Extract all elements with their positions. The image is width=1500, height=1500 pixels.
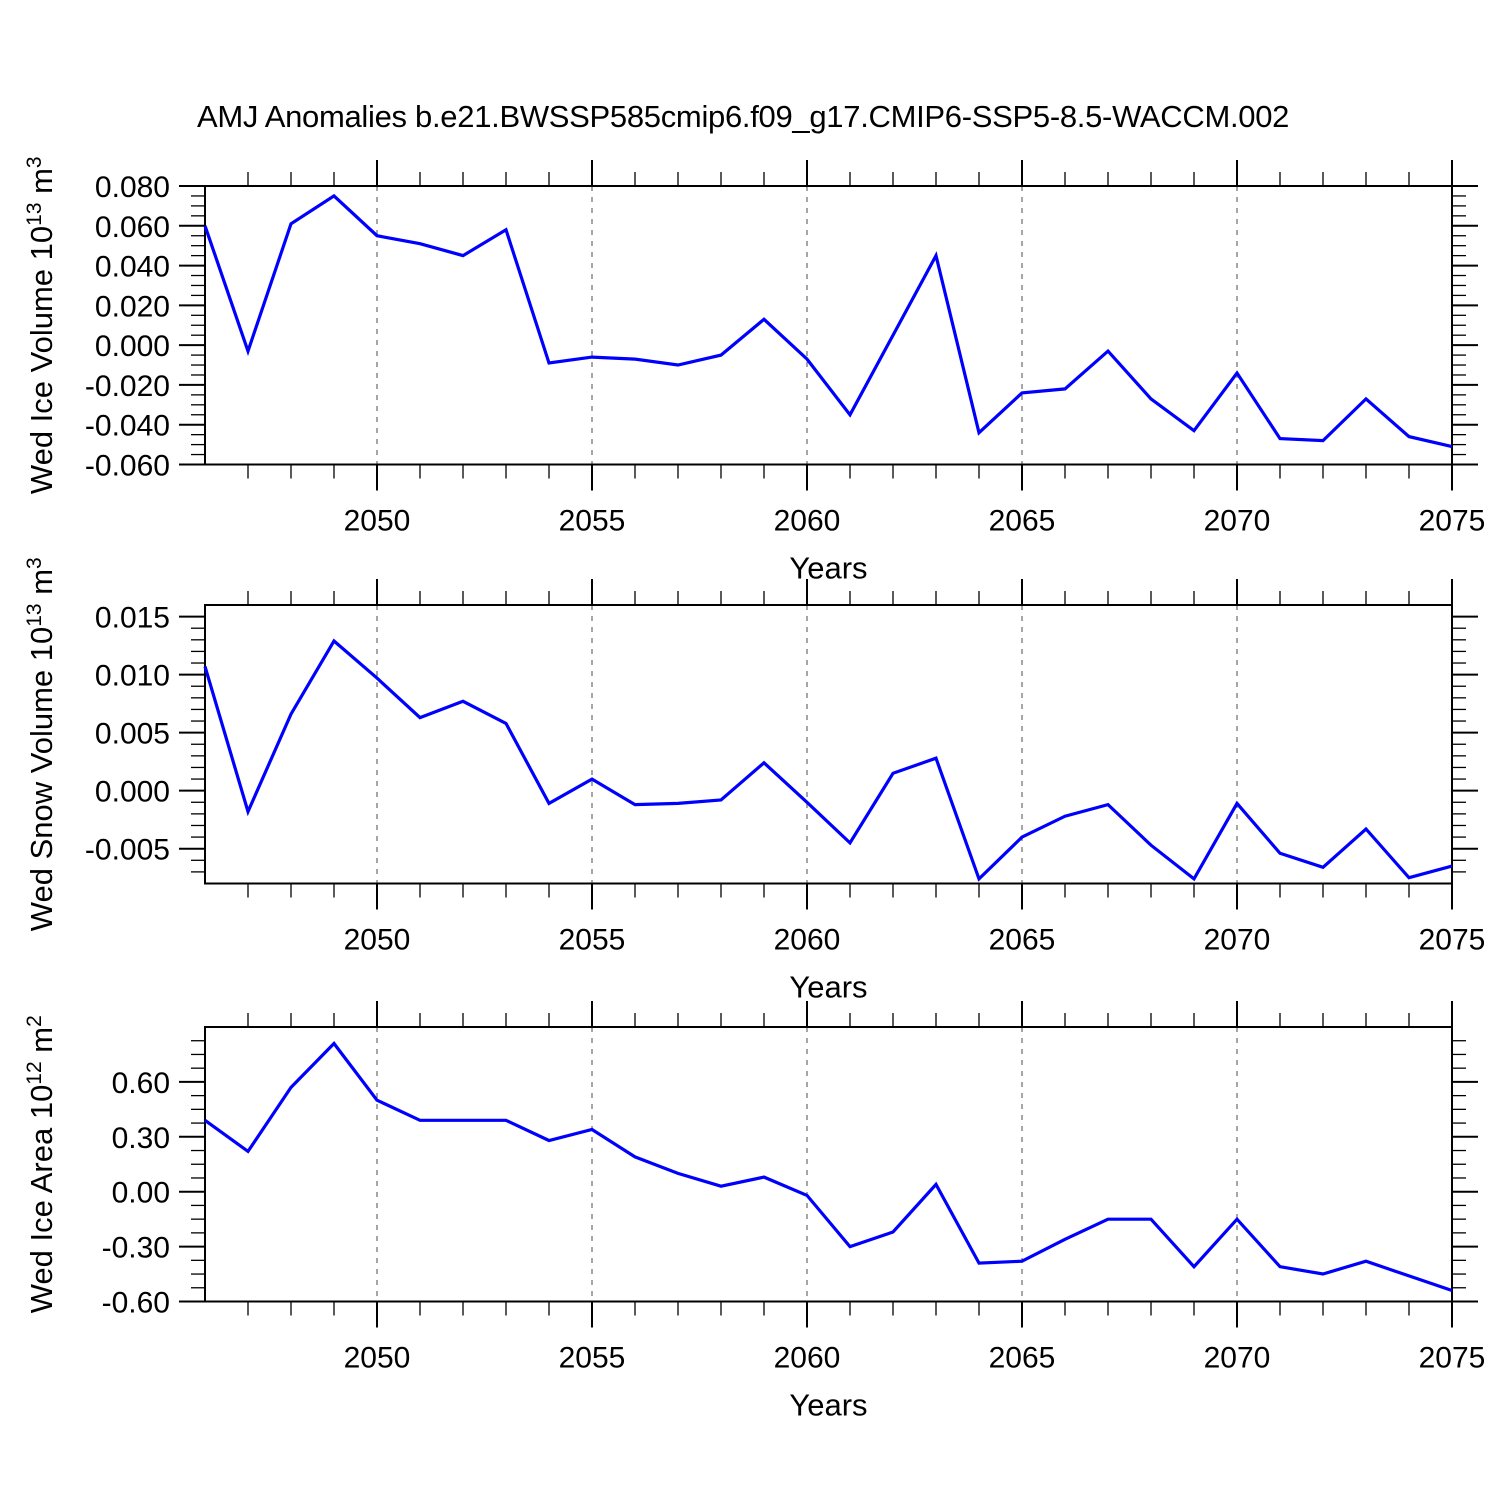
wed-ice-volume-chart: 2050 2055 2060 2065 2070 2075 0.080 0.060 0.040 0… [23, 156, 1485, 585]
x-axis-title: Years [789, 551, 867, 586]
data-line [203, 193, 1453, 449]
y-axis-title: Wed Ice Volume 1013 m3 [23, 156, 59, 494]
y-tick-label: 0.000 [95, 330, 170, 363]
plot-frame [204, 185, 1453, 466]
y-tick-label: 0.020 [95, 290, 170, 323]
wed-snow-volume-chart: 2050 2055 2060 2065 2070 2075 0.015 0.010 0.005 0… [23, 557, 1485, 1004]
y-tick-label: 0.005 [95, 718, 170, 751]
y-tick-label: -0.040 [85, 410, 170, 443]
wed-ice-area-chart: 2050 2055 2060 2065 2070 2075 0.60 0.30 0.00 -0.3… [23, 1001, 1485, 1423]
y-tick-label: 0.010 [95, 660, 170, 693]
y-tick-label: 0.015 [95, 602, 170, 635]
y-axis-title: Wed Snow Volume 1013 m3 [23, 557, 59, 931]
x-tick-label: 2060 [774, 505, 841, 538]
x-axis-title: Years [789, 1388, 867, 1423]
x-tick-label: 2075 [1419, 1342, 1486, 1375]
figure-title: AMJ Anomalies b.e21.BWSSP585cmip6.f09_g1… [197, 99, 1290, 134]
y-tick-label: -0.60 [102, 1287, 170, 1320]
y-tick-label: 0.30 [112, 1122, 170, 1155]
x-tick-label: 2055 [559, 924, 626, 957]
x-tick-label: 2050 [344, 1342, 411, 1375]
x-tick-label: 2075 [1419, 924, 1486, 957]
x-tick-label: 2075 [1419, 505, 1486, 538]
y-axis-title: Wed Ice Area 1012 m2 [23, 1015, 59, 1313]
y-tick-label: 0.080 [95, 171, 170, 204]
x-tick-label: 2055 [559, 1342, 626, 1375]
x-tick-label: 2070 [1204, 505, 1271, 538]
y-tick-label: -0.005 [85, 834, 170, 867]
x-tick-label: 2065 [989, 924, 1056, 957]
x-tick-label: 2070 [1204, 1342, 1271, 1375]
x-tick-label: 2055 [559, 505, 626, 538]
plot-frame [204, 1026, 1453, 1303]
data-line [204, 1041, 1453, 1293]
y-tick-label: 0.000 [95, 776, 170, 809]
x-tick-label: 2060 [774, 1342, 841, 1375]
x-tick-label: 2065 [989, 1342, 1056, 1375]
y-tick-label: -0.060 [85, 450, 170, 483]
x-tick-label: 2050 [344, 924, 411, 957]
y-tick-label: -0.30 [102, 1232, 170, 1265]
x-tick-label: 2050 [344, 505, 411, 538]
y-tick-label: 0.060 [95, 211, 170, 244]
x-tick-label: 2060 [774, 924, 841, 957]
x-tick-label: 2070 [1204, 924, 1271, 957]
x-tick-label: 2065 [989, 505, 1056, 538]
data-line [203, 638, 1453, 882]
y-tick-label: 0.040 [95, 251, 170, 284]
y-tick-label: -0.020 [85, 370, 170, 403]
plot-frame [204, 604, 1453, 885]
x-axis-title: Years [789, 970, 867, 1005]
y-tick-label: 0.60 [112, 1067, 170, 1100]
y-tick-label: 0.00 [112, 1177, 170, 1210]
